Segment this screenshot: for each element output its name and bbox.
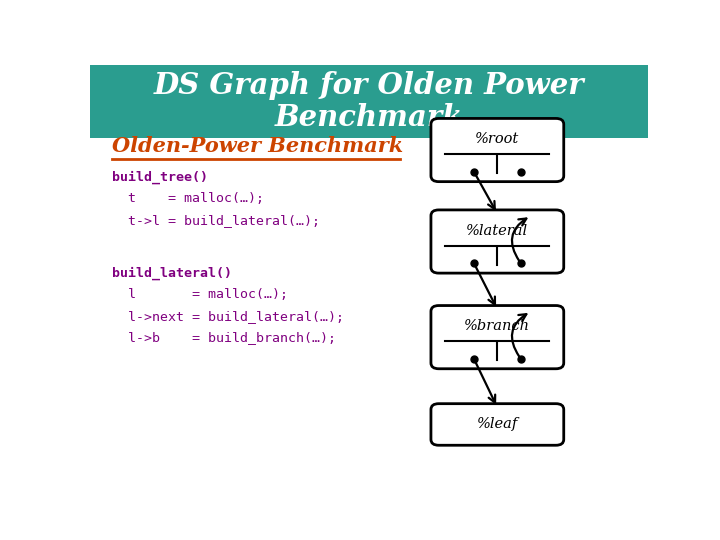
FancyBboxPatch shape <box>431 306 564 369</box>
Text: Olden-Power Benchmark: Olden-Power Benchmark <box>112 136 404 156</box>
Text: t    = malloc(…);: t = malloc(…); <box>112 192 264 205</box>
Text: l->next = build_lateral(…);: l->next = build_lateral(…); <box>112 310 344 323</box>
Text: %root: %root <box>475 132 519 146</box>
FancyArrowPatch shape <box>475 266 495 305</box>
FancyBboxPatch shape <box>431 404 564 446</box>
FancyBboxPatch shape <box>431 118 564 181</box>
FancyBboxPatch shape <box>90 65 648 138</box>
Text: l       = malloc(…);: l = malloc(…); <box>112 288 288 301</box>
Text: Benchmark: Benchmark <box>275 103 463 132</box>
FancyArrowPatch shape <box>512 219 526 261</box>
FancyArrowPatch shape <box>512 314 526 356</box>
Text: DS Graph for Olden Power: DS Graph for Olden Power <box>153 71 585 100</box>
Text: %branch: %branch <box>464 319 531 333</box>
Text: l->b    = build_branch(…);: l->b = build_branch(…); <box>112 332 336 345</box>
Text: t->l = build_lateral(…);: t->l = build_lateral(…); <box>112 214 320 227</box>
Text: %leaf: %leaf <box>477 417 518 431</box>
FancyBboxPatch shape <box>431 210 564 273</box>
Text: %lateral: %lateral <box>467 224 528 238</box>
FancyArrowPatch shape <box>475 174 495 209</box>
Text: build_tree(): build_tree() <box>112 171 208 184</box>
FancyArrowPatch shape <box>475 361 495 403</box>
Text: build_lateral(): build_lateral() <box>112 266 233 280</box>
